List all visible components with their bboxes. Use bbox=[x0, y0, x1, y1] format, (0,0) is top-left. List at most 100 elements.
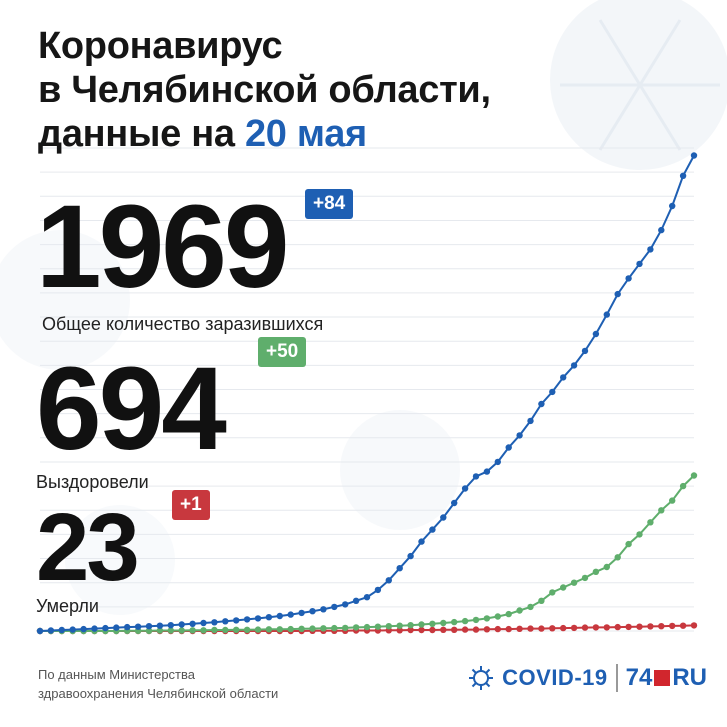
data-point bbox=[669, 622, 676, 630]
data-point bbox=[614, 623, 621, 631]
chart-grid bbox=[40, 147, 694, 632]
data-point bbox=[592, 330, 600, 338]
data-point bbox=[505, 625, 512, 633]
title-line-3-prefix: данные на bbox=[38, 113, 235, 155]
data-point bbox=[472, 626, 480, 633]
data-point bbox=[549, 625, 556, 632]
data-point bbox=[603, 311, 610, 318]
data-point bbox=[167, 627, 174, 634]
data-point bbox=[265, 626, 273, 633]
series-line bbox=[40, 474, 695, 632]
data-point bbox=[472, 616, 480, 624]
data-point bbox=[560, 584, 567, 591]
title-line-2: в Челябинской области, bbox=[38, 69, 491, 111]
data-point bbox=[407, 622, 414, 629]
data-point bbox=[636, 531, 643, 538]
data-point bbox=[494, 458, 501, 466]
data-point bbox=[461, 617, 469, 625]
data-point bbox=[451, 618, 458, 626]
data-point bbox=[178, 621, 185, 628]
data-point bbox=[483, 615, 491, 622]
data-point bbox=[309, 625, 316, 632]
data-point bbox=[385, 623, 392, 630]
data-point bbox=[134, 623, 142, 630]
data-point bbox=[516, 607, 523, 614]
total-cases-value: 1969 bbox=[36, 181, 290, 313]
deaths-value: 23 bbox=[36, 494, 140, 601]
data-point bbox=[298, 625, 305, 632]
data-point bbox=[385, 577, 392, 584]
data-point bbox=[222, 626, 229, 634]
data-point bbox=[603, 624, 610, 631]
recovered-delta-badge: +50 bbox=[258, 337, 307, 367]
data-point bbox=[581, 347, 589, 355]
data-point bbox=[549, 589, 556, 596]
data-point bbox=[690, 472, 698, 479]
deaths-stat: 23 Умерли bbox=[36, 494, 140, 617]
data-point bbox=[287, 611, 294, 618]
data-point bbox=[440, 619, 447, 627]
data-point bbox=[527, 625, 534, 632]
chart-series bbox=[36, 152, 698, 635]
recovered-value: 694 bbox=[36, 343, 227, 475]
data-point bbox=[36, 627, 44, 635]
data-point bbox=[331, 603, 338, 611]
site-logo: 74 RU bbox=[626, 664, 707, 692]
data-point bbox=[636, 623, 643, 630]
covid-label: COVID-19 bbox=[502, 665, 608, 690]
data-point bbox=[614, 554, 621, 561]
data-point bbox=[483, 626, 491, 633]
data-point bbox=[352, 624, 360, 631]
deaths-delta-badge: +1 bbox=[172, 490, 210, 520]
data-point bbox=[276, 626, 283, 633]
data-point bbox=[80, 625, 87, 633]
data-point bbox=[200, 627, 207, 634]
data-point bbox=[669, 202, 676, 210]
data-point bbox=[265, 614, 273, 621]
data-point bbox=[58, 626, 65, 634]
data-point bbox=[363, 623, 371, 631]
data-point bbox=[320, 606, 327, 613]
data-point bbox=[374, 623, 382, 630]
data-point bbox=[156, 627, 164, 634]
data-point bbox=[363, 594, 371, 601]
data-point bbox=[276, 612, 283, 620]
data-point bbox=[418, 621, 425, 628]
data-point bbox=[538, 625, 545, 632]
data-point bbox=[625, 623, 632, 631]
data-point bbox=[156, 622, 164, 629]
recovered-stat: 694 Выздоровели bbox=[36, 343, 227, 493]
data-point bbox=[669, 497, 676, 504]
data-point bbox=[178, 627, 185, 634]
data-point bbox=[679, 482, 687, 490]
data-point bbox=[483, 468, 491, 475]
data-point bbox=[429, 620, 436, 627]
data-point bbox=[625, 540, 632, 548]
data-point bbox=[636, 260, 643, 268]
series-0 bbox=[36, 152, 698, 635]
site-logo-square bbox=[654, 670, 671, 686]
data-point bbox=[592, 624, 600, 631]
data-point bbox=[658, 226, 665, 234]
data-point bbox=[124, 623, 131, 631]
total-cases-delta-badge: +84 bbox=[305, 189, 354, 219]
data-point bbox=[690, 152, 698, 159]
data-point bbox=[538, 400, 545, 408]
data-point bbox=[102, 624, 109, 632]
data-point bbox=[211, 619, 218, 626]
data-point bbox=[200, 619, 207, 627]
data-point bbox=[287, 625, 294, 633]
data-point bbox=[592, 568, 600, 575]
data-point bbox=[342, 624, 349, 632]
data-point bbox=[429, 526, 436, 533]
page-title: Коронавирус в Челябинской области, данны… bbox=[38, 24, 491, 156]
data-point bbox=[560, 374, 567, 381]
data-point bbox=[407, 552, 414, 560]
data-point bbox=[352, 597, 360, 604]
data-point bbox=[233, 617, 240, 624]
data-point bbox=[581, 624, 589, 631]
title-line-3: данные на 20 мая bbox=[38, 112, 491, 156]
site-number: 74 bbox=[625, 664, 653, 691]
